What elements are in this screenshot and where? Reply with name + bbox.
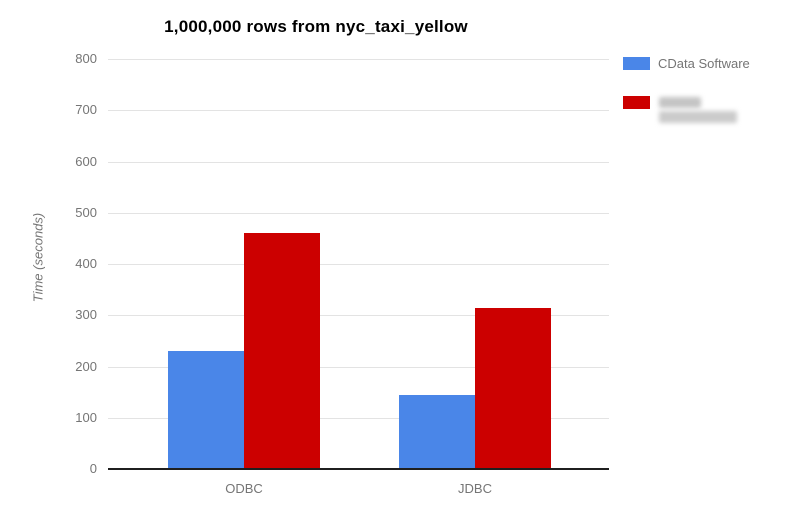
bar-jdbc-redacted — [475, 308, 551, 469]
y-tick-label: 600 — [75, 154, 97, 169]
redacted-text-line — [659, 97, 701, 108]
y-tick-label: 800 — [75, 51, 97, 66]
y-tick-label: 400 — [75, 256, 97, 271]
bar-odbc-redacted — [244, 233, 320, 469]
gridline — [108, 315, 609, 316]
x-category-label-odbc: ODBC — [225, 481, 263, 496]
gridline — [108, 213, 609, 214]
bar-odbc-cdata-software — [168, 351, 244, 469]
legend-label: CData Software — [658, 56, 750, 71]
gridline — [108, 162, 609, 163]
gridline — [108, 418, 609, 419]
redacted-text-line — [659, 111, 737, 123]
x-category-label-jdbc: JDBC — [458, 481, 492, 496]
y-tick-label: 100 — [75, 410, 97, 425]
y-tick-label: 700 — [75, 102, 97, 117]
x-axis-line — [108, 468, 609, 470]
gridline — [108, 59, 609, 60]
chart-title: 1,000,000 rows from nyc_taxi_yellow — [164, 17, 468, 36]
legend-redacted-text — [659, 96, 737, 123]
bar-jdbc-cdata-software — [399, 395, 475, 469]
gridline — [108, 264, 609, 265]
y-tick-label: 500 — [75, 205, 97, 220]
gridline — [108, 367, 609, 368]
legend-item-redacted — [623, 96, 737, 123]
legend-swatch-cdata-software — [623, 57, 650, 70]
y-tick-label: 200 — [75, 359, 97, 374]
legend-swatch-redacted — [623, 96, 650, 109]
legend-item-cdata-software: CData Software — [623, 57, 750, 71]
y-tick-label: 0 — [89, 461, 97, 476]
y-tick-label: 300 — [75, 307, 97, 322]
gridline — [108, 110, 609, 111]
